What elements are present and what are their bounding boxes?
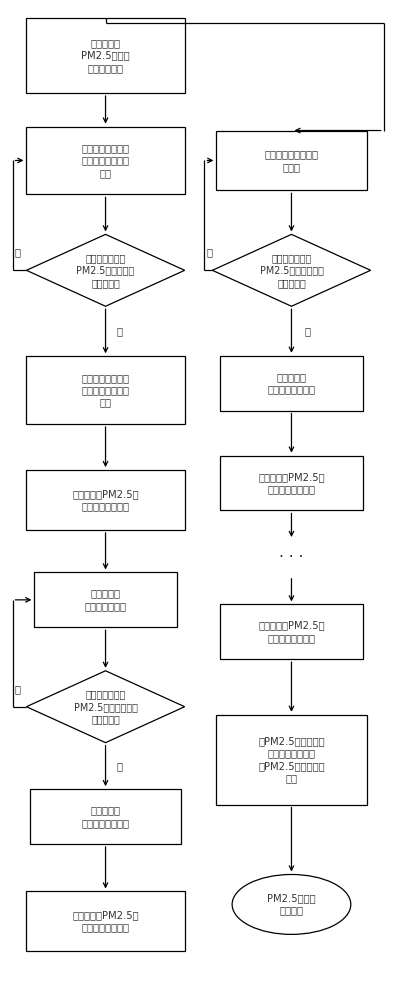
Text: 判断测试腔室内
PM2.5浓度是否达到
第二设定值: 判断测试腔室内 PM2.5浓度是否达到 第二设定值 — [73, 689, 137, 724]
Text: 是: 是 — [116, 326, 122, 336]
Bar — [27, 127, 185, 194]
Text: 开始第三组PM2.5浓
度测试并记录数据: 开始第三组PM2.5浓 度测试并记录数据 — [258, 472, 325, 494]
Bar — [27, 891, 185, 951]
Bar — [220, 456, 363, 510]
Text: 开始第二组PM2.5浓
度测试并记录数据: 开始第二组PM2.5浓 度测试并记录数据 — [72, 910, 139, 933]
Bar — [27, 18, 185, 93]
Polygon shape — [27, 671, 185, 743]
Text: 开始第九组PM2.5浓
度测试并记录数据: 开始第九组PM2.5浓 度测试并记录数据 — [258, 621, 325, 643]
Text: 对PM2.5传感器进行
标定并将标定数据
存PM2.5传感器的存
储器: 对PM2.5传感器进行 标定并将标定数据 存PM2.5传感器的存 储器 — [258, 736, 325, 783]
Ellipse shape — [232, 874, 351, 934]
Bar — [216, 715, 367, 805]
Polygon shape — [27, 234, 185, 306]
Bar — [220, 356, 363, 411]
Bar — [34, 572, 177, 627]
Text: 开始第一组PM2.5浓
度测试并记录数据: 开始第一组PM2.5浓 度测试并记录数据 — [72, 489, 139, 511]
Bar — [27, 470, 185, 530]
Text: 工控机打开
第一阀门和风机: 工控机打开 第一阀门和风机 — [85, 589, 127, 611]
Text: 是: 是 — [304, 326, 310, 336]
Bar — [216, 131, 367, 190]
Bar — [220, 604, 363, 659]
Text: 工控机打开第一阀
门、第二阀门以及
风机: 工控机打开第一阀 门、第二阀门以及 风机 — [81, 143, 129, 178]
Text: 工控机关闭
第一阀门以及风机: 工控机关闭 第一阀门以及风机 — [268, 372, 316, 394]
Text: 否: 否 — [15, 684, 21, 694]
Text: 工控机连接
PM2.5传感器
和标准传感器: 工控机连接 PM2.5传感器 和标准传感器 — [81, 38, 130, 73]
Text: 工控机关闭第一阀
门、第二阀门以及
风机: 工控机关闭第一阀 门、第二阀门以及 风机 — [81, 373, 129, 408]
Polygon shape — [212, 234, 370, 306]
Text: · · ·: · · · — [279, 550, 304, 565]
Text: 否: 否 — [15, 247, 21, 257]
Text: 是: 是 — [116, 761, 122, 771]
Text: 工控机打开第一阀门
和风机: 工控机打开第一阀门 和风机 — [264, 149, 318, 172]
Bar — [27, 356, 185, 424]
Bar — [30, 789, 181, 844]
Text: 工控机关闭
第一阀门以及风机: 工控机关闭 第一阀门以及风机 — [81, 805, 129, 828]
Text: 否: 否 — [206, 247, 212, 257]
Text: 判断测试腔室内
PM2.5浓度是否达到
第三设定值: 判断测试腔室内 PM2.5浓度是否达到 第三设定值 — [260, 253, 324, 288]
Text: 判断测试腔室内
PM2.5浓度是否到
第一设定值: 判断测试腔室内 PM2.5浓度是否到 第一设定值 — [77, 253, 135, 288]
Text: PM2.5传感器
标定结束: PM2.5传感器 标定结束 — [267, 893, 316, 916]
